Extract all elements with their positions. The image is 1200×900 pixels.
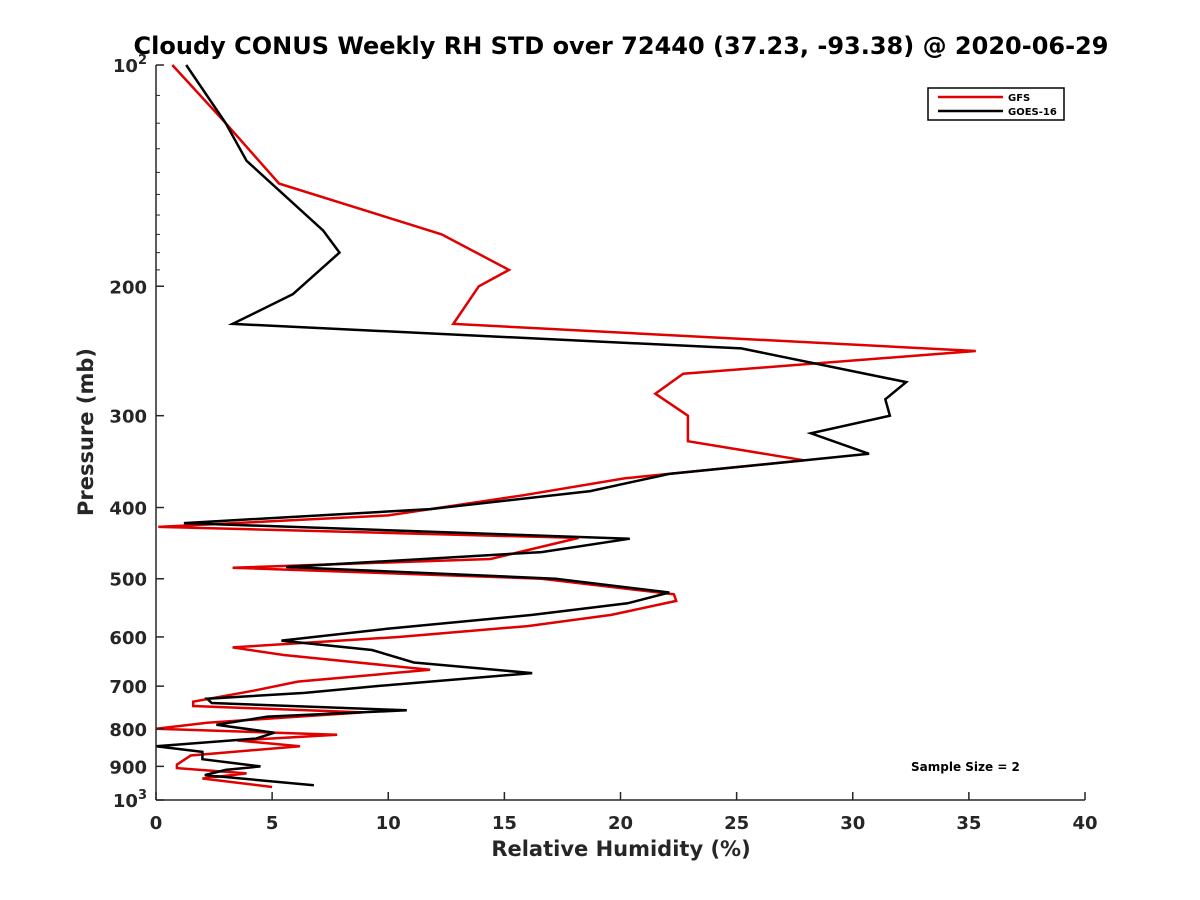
y-tick-label: 102 [113,53,147,77]
x-tick-label: 0 [150,813,163,834]
legend-label-gfs: GFS [1008,93,1030,104]
x-axis-label: Relative Humidity (%) [491,837,750,861]
y-tick-label: 800 [109,720,147,741]
legend-label-goes16: GOES-16 [1008,107,1057,118]
x-tick-label: 15 [492,813,517,834]
y-tick-label: 103 [113,788,147,812]
series-line-goes16 [155,64,910,787]
chart-title: Cloudy CONUS Weekly RH STD over 72440 (3… [134,32,1109,60]
x-tick-label: 25 [724,813,749,834]
x-tick-label: 10 [376,813,401,834]
y-tick-label: 600 [109,628,147,649]
x-tick-label: 30 [840,813,865,834]
x-tick-label: 20 [608,813,633,834]
series-layer [155,64,976,789]
y-tick-label: 300 [109,407,147,428]
x-tick-label: 35 [956,813,981,834]
y-tick-label: 900 [109,757,147,778]
y-tick-label: 700 [109,677,147,698]
x-tick-label: 5 [266,813,279,834]
y-axis-label: Pressure (mb) [74,348,98,516]
sample-size-annotation: Sample Size = 2 [911,760,1020,774]
legend: GFS GOES-16 [927,87,1065,121]
series-line-gfs [155,64,976,789]
legend-box [927,87,1065,121]
y-tick-label: 500 [109,570,147,591]
x-tick-label: 40 [1072,813,1097,834]
axes-layer: 0 5 10 15 20 25 30 35 40 102 200 300 400 500 600 700 800… [109,53,1097,834]
y-tick-label: 400 [109,499,147,520]
y-tick-label: 200 [109,277,147,298]
